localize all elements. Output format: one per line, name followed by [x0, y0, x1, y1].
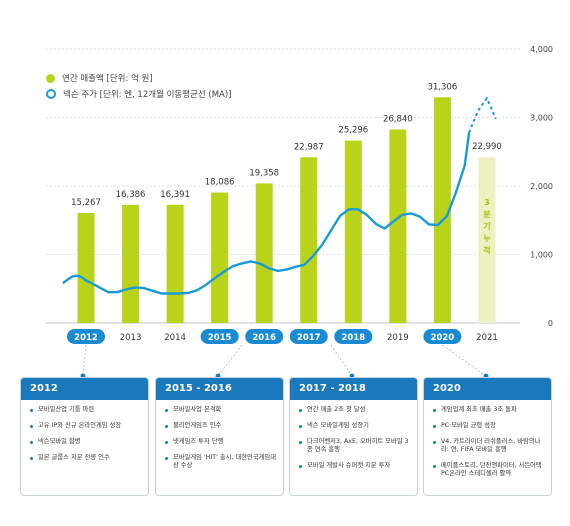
legend-revenue-label: 연간 매출액 [단위: 억 원] — [62, 74, 153, 84]
bar — [211, 192, 229, 323]
panel-2017-2018: 2017 - 2018 연간 매출 2조 첫 달성 넥슨 모바일게임 성장기 다… — [289, 377, 418, 496]
connector-line — [82, 344, 87, 377]
bar — [344, 140, 362, 323]
stock-line-forecast — [468, 96, 497, 133]
x-tick-label: 2013 — [120, 333, 142, 343]
partial-note-char: 적 — [483, 245, 490, 255]
panel-title: 2012 — [21, 378, 148, 400]
milestone-panels: 2012 모바일산업 기틀 마련 고유 IP와 신규 온라인게임 성장 넥슨모바… — [20, 377, 552, 496]
panel-item: 넥슨모바일 합병 — [29, 438, 142, 446]
bar — [77, 212, 95, 323]
bar-value-label: 18,086 — [205, 178, 235, 188]
bar-value-label: 31,306 — [428, 82, 458, 92]
panel-item: 넥슨 모바일게임 성장기 — [298, 422, 411, 430]
legend-stock: 넥슨 주가 [단위: 엔, 12개월 이동평균선 (MA)] — [46, 86, 232, 102]
y-tick-label: 1,000 — [530, 251, 553, 260]
panel-title: 2017 - 2018 — [290, 378, 417, 400]
legend-stock-label: 넥슨 주가 [단위: 엔, 12개월 이동평균선 (MA)] — [63, 90, 232, 100]
x-tick-label: 2017 — [297, 333, 321, 343]
panel-item: 모바일게임 'HIT' 출시, 대한민국게임대상 수상 — [164, 454, 277, 470]
panel-item: V4, 카트라이더 러쉬플러스, 바람의나라: 연, FIFA 모바일 흥행 — [432, 438, 545, 454]
x-tick-label: 2021 — [476, 333, 498, 343]
bar — [389, 129, 407, 323]
y-tick-label: 2,000 — [530, 182, 553, 191]
year-pill — [200, 329, 239, 344]
y-tick-label: 3,000 — [530, 114, 553, 123]
partial-note-char: 기 — [483, 221, 490, 231]
bar-value-label: 22,990 — [472, 142, 502, 152]
bar-value-label: 16,391 — [160, 190, 190, 200]
legend: 연간 매출액 [단위: 억 원] 넥슨 주가 [단위: 엔, 12개월 이동평균… — [46, 70, 232, 102]
panel-item: 게임업계 최초 매출 3조 돌파 — [432, 406, 545, 414]
panel-item: 모바일 개발사 슈퍼캣 지분 투자 — [298, 462, 411, 470]
bar — [478, 157, 496, 323]
connector-line — [330, 344, 353, 377]
y-tick-label: 0 — [548, 319, 553, 328]
x-tick-label: 2015 — [208, 333, 232, 343]
connector-line — [442, 344, 487, 377]
panel-item: 넷게임즈 투자 단행 — [164, 438, 277, 446]
panel-item: 연간 매출 2조 첫 달성 — [298, 406, 411, 414]
panel-item: 일본 글룹스 지분 전량 인수 — [29, 454, 142, 462]
bar-value-label: 19,358 — [249, 168, 279, 178]
panel-list: 게임업계 최초 매출 3조 돌파 PC·모바일 균형 성장 V4, 카트라이더 … — [424, 400, 551, 478]
year-pill — [245, 329, 284, 344]
revenue-swatch — [46, 73, 55, 83]
bar-value-label: 16,386 — [116, 190, 146, 200]
panel-item: 고유 IP와 신규 온라인게임 성장 — [29, 422, 142, 430]
partial-note-char: 분 — [483, 210, 491, 219]
bar-value-label: 26,840 — [383, 114, 413, 124]
panel-list: 모바일사업 본격화 불리언게임즈 인수 넷게임즈 투자 단행 모바일게임 'HI… — [156, 400, 283, 470]
partial-note-char: 3 — [484, 198, 490, 207]
panel-item: 불리언게임즈 인수 — [164, 422, 277, 430]
bar — [166, 204, 184, 323]
panel-title: 2015 - 2016 — [156, 378, 283, 400]
x-tick-label: 2019 — [387, 333, 409, 343]
panel-list: 연간 매출 2조 첫 달성 넥슨 모바일게임 성장기 다크어벤저3, AxE, … — [290, 400, 417, 470]
year-pill — [67, 329, 105, 344]
panel-2020: 2020 게임업계 최초 매출 3조 돌파 PC·모바일 균형 성장 V4, 카… — [423, 377, 552, 496]
partial-note-char: 누 — [483, 234, 491, 243]
x-tick-label: 2012 — [74, 333, 98, 343]
panel-item: 모바일산업 기틀 마련 — [29, 406, 142, 414]
bar — [300, 157, 318, 323]
connector-line — [217, 344, 243, 377]
year-pill — [289, 329, 328, 344]
panel-item: 모바일사업 본격화 — [164, 406, 277, 414]
y-tick-label: 4,000 — [530, 45, 553, 54]
panel-2015-2016: 2015 - 2016 모바일사업 본격화 불리언게임즈 인수 넷게임즈 투자 … — [155, 377, 284, 496]
panel-2012: 2012 모바일산업 기틀 마련 고유 IP와 신규 온라인게임 성장 넥슨모바… — [20, 377, 149, 496]
x-tick-label: 2014 — [164, 333, 186, 343]
panel-list: 모바일산업 기틀 마련 고유 IP와 신규 온라인게임 성장 넥슨모바일 합병 … — [21, 400, 148, 462]
x-tick-label: 2016 — [252, 333, 276, 343]
stock-swatch — [46, 89, 56, 99]
bar-value-label: 25,296 — [338, 126, 368, 136]
year-pill — [423, 329, 462, 344]
bar — [122, 204, 140, 323]
panel-item: PC·모바일 균형 성장 — [432, 422, 545, 430]
panel-title: 2020 — [424, 378, 551, 400]
stock-line — [62, 131, 471, 295]
panel-item: 다크어벤저3, AxE, 오버히트 모바일 3종 연속 흥행 — [298, 438, 411, 454]
bar — [433, 97, 451, 323]
bar-value-label: 15,267 — [71, 198, 101, 208]
year-pill — [334, 329, 373, 344]
x-tick-label: 2018 — [341, 333, 365, 343]
bar-value-label: 22,987 — [294, 142, 324, 152]
panel-item: 메이플스토리, 던전앤파이터, 서든어택 PC온라인 스테디셀러 활약 — [432, 462, 545, 478]
legend-revenue: 연간 매출액 [단위: 억 원] — [46, 70, 232, 86]
x-tick-label: 2020 — [431, 333, 455, 343]
bar — [255, 183, 273, 323]
